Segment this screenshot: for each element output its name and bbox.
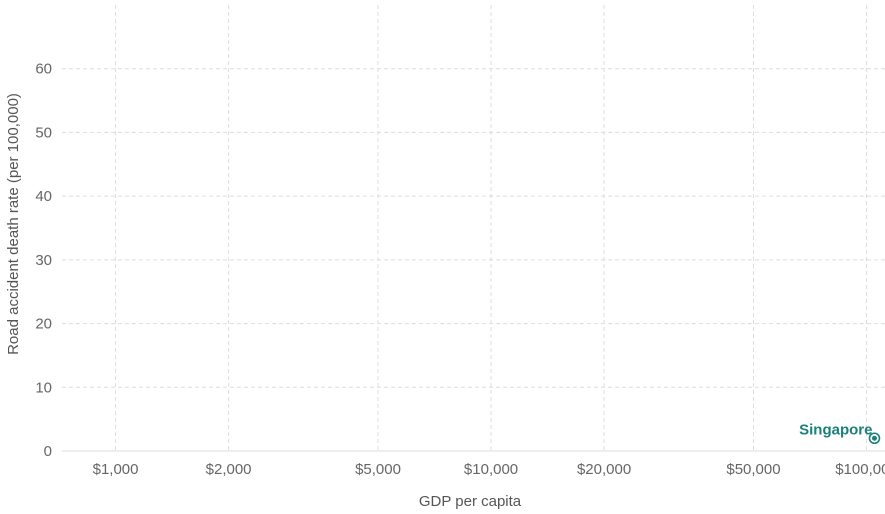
x-tick-label: $2,000 bbox=[206, 461, 252, 478]
x-tick-label: $5,000 bbox=[355, 461, 401, 478]
y-tick-label: 0 bbox=[44, 443, 52, 460]
highlight-point-core bbox=[871, 435, 877, 441]
y-tick-label: 60 bbox=[35, 61, 52, 78]
highlight-label: Singapore bbox=[799, 421, 872, 438]
x-tick-label: $10,000 bbox=[464, 461, 518, 478]
y-tick-label: 50 bbox=[35, 124, 52, 141]
highlight-point[interactable] bbox=[868, 432, 881, 445]
grid-lines bbox=[62, 5, 885, 452]
x-tick-label: $100,000 bbox=[835, 461, 885, 478]
y-axis-ticks: 0 10 20 30 40 50 60 bbox=[35, 61, 52, 460]
highlight-group: Singapore bbox=[799, 421, 881, 445]
x-tick-label: $20,000 bbox=[577, 461, 631, 478]
y-axis-title: Road accident death rate (per 100,000) bbox=[5, 93, 22, 355]
y-tick-label: 10 bbox=[35, 379, 52, 396]
x-tick-label: $50,000 bbox=[726, 461, 780, 478]
y-tick-label: 40 bbox=[35, 188, 52, 205]
x-axis-title: GDP per capita bbox=[419, 493, 522, 510]
y-tick-label: 20 bbox=[35, 316, 52, 333]
x-axis-ticks: $1,000 $2,000 $5,000 $10,000 $20,000 $50,000 $… bbox=[93, 461, 885, 478]
x-tick-label: $1,000 bbox=[93, 461, 139, 478]
y-tick-label: 30 bbox=[35, 252, 52, 269]
